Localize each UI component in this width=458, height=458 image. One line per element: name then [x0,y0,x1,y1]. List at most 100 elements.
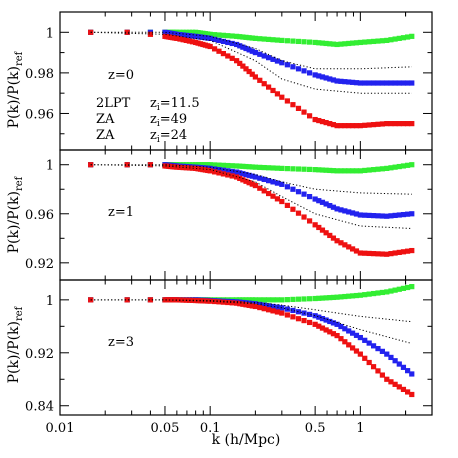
data-point [266,178,272,184]
data-point [186,29,192,35]
data-point [409,121,415,127]
data-point [290,186,296,192]
data-point [366,167,372,173]
y-tick-label: 0.98 [25,67,54,82]
data-point [379,372,385,378]
data-point [274,196,281,202]
data-point [301,166,307,172]
data-point [290,307,296,314]
data-point [240,63,246,69]
data-point [349,246,356,252]
data-point [338,207,344,213]
data-point [334,238,340,244]
x-axis-label: k (h/Mpc) [212,432,281,448]
data-point [349,345,356,351]
data-point [211,36,218,42]
data-point [279,165,285,171]
data-point [392,212,398,219]
data-point [301,109,307,115]
data-point [234,33,240,39]
data-point [270,165,276,171]
data-point [257,304,263,311]
data-point [306,70,313,76]
data-point [186,33,192,39]
data-point [334,332,340,339]
data-point [216,299,222,305]
data-point [295,210,302,216]
data-point [330,331,337,337]
data-point [225,172,231,178]
data-point [88,297,94,303]
data-point [353,168,360,174]
data-point [225,39,231,46]
data-point [88,29,94,35]
data-point [301,68,307,74]
data-point [349,123,356,129]
data-point [237,170,243,176]
data-point [370,364,377,370]
data-point [306,218,313,224]
data-point [252,297,258,303]
data-point [240,177,246,183]
data-point [388,80,394,86]
data-point [323,75,329,81]
data-point [396,361,402,367]
y-tick-label: 0.84 [25,400,54,415]
data-point [240,171,246,177]
data-point [234,41,240,48]
data-point [375,80,381,86]
data-point [249,181,255,187]
data-point [246,47,252,53]
data-point [274,309,281,315]
data-point [284,38,290,44]
data-point [353,40,360,46]
data-point [220,38,226,45]
data-point [388,379,394,385]
data-point [124,29,130,35]
data-point [346,293,352,299]
data-point [323,317,329,323]
data-point [216,37,222,44]
panel-label: z=0 [108,68,134,83]
data-point [306,194,313,200]
data-point [338,294,344,300]
data-point [180,29,186,35]
data-point [257,301,263,308]
legend-zi: zi=49 [150,112,187,129]
data-point [396,384,402,390]
data-point [323,201,329,207]
data-point [396,286,402,292]
data-point [384,165,390,171]
data-point [189,297,196,304]
data-point [249,297,255,303]
data-point [234,58,240,64]
data-point [400,80,407,86]
data-point [330,320,337,326]
data-point [334,206,340,212]
data-point [379,38,385,44]
data-point [290,314,296,320]
data-point [257,164,263,170]
data-point [405,162,411,168]
data-point [384,251,390,257]
data-point [384,289,390,295]
data-point [338,78,344,84]
data-point [342,339,348,345]
data-point [400,211,407,218]
data-point [257,297,263,303]
data-point [338,240,344,246]
data-point [323,120,329,126]
data-point [312,321,318,327]
legend-zi: zi=11.5 [150,96,200,113]
data-point [266,36,272,42]
data-point [346,244,352,250]
data-point [312,295,318,302]
data-point [396,163,402,170]
data-point [396,121,402,127]
data-point [357,351,363,357]
data-point [323,327,329,333]
data-point [211,298,218,305]
data-point [342,79,348,85]
data-point [246,297,252,303]
data-point [252,74,258,80]
